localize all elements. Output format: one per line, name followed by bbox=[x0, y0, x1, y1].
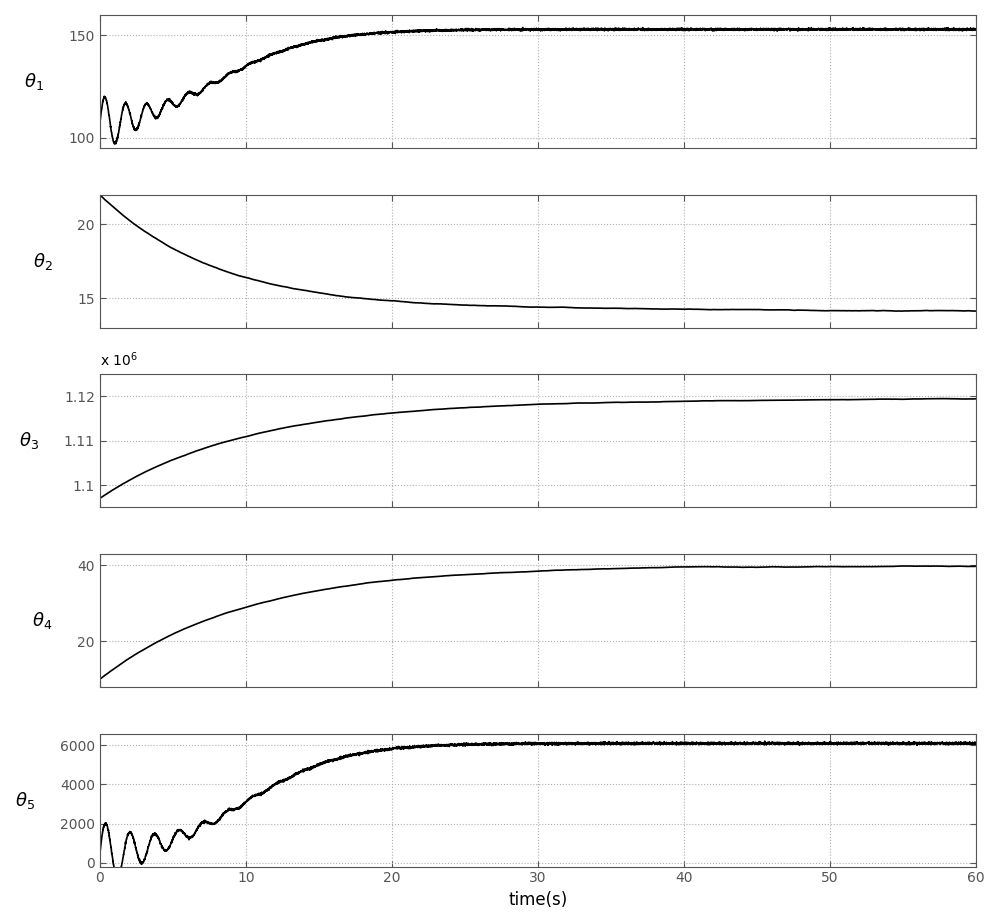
Text: x 10$^6$: x 10$^6$ bbox=[100, 350, 138, 369]
Y-axis label: $\theta_1$: $\theta_1$ bbox=[24, 71, 44, 92]
Y-axis label: $\theta_5$: $\theta_5$ bbox=[15, 789, 35, 810]
Y-axis label: $\theta_2$: $\theta_2$ bbox=[33, 250, 52, 272]
Y-axis label: $\theta_3$: $\theta_3$ bbox=[19, 431, 39, 451]
Y-axis label: $\theta_4$: $\theta_4$ bbox=[32, 610, 53, 631]
X-axis label: time(s): time(s) bbox=[508, 891, 568, 909]
